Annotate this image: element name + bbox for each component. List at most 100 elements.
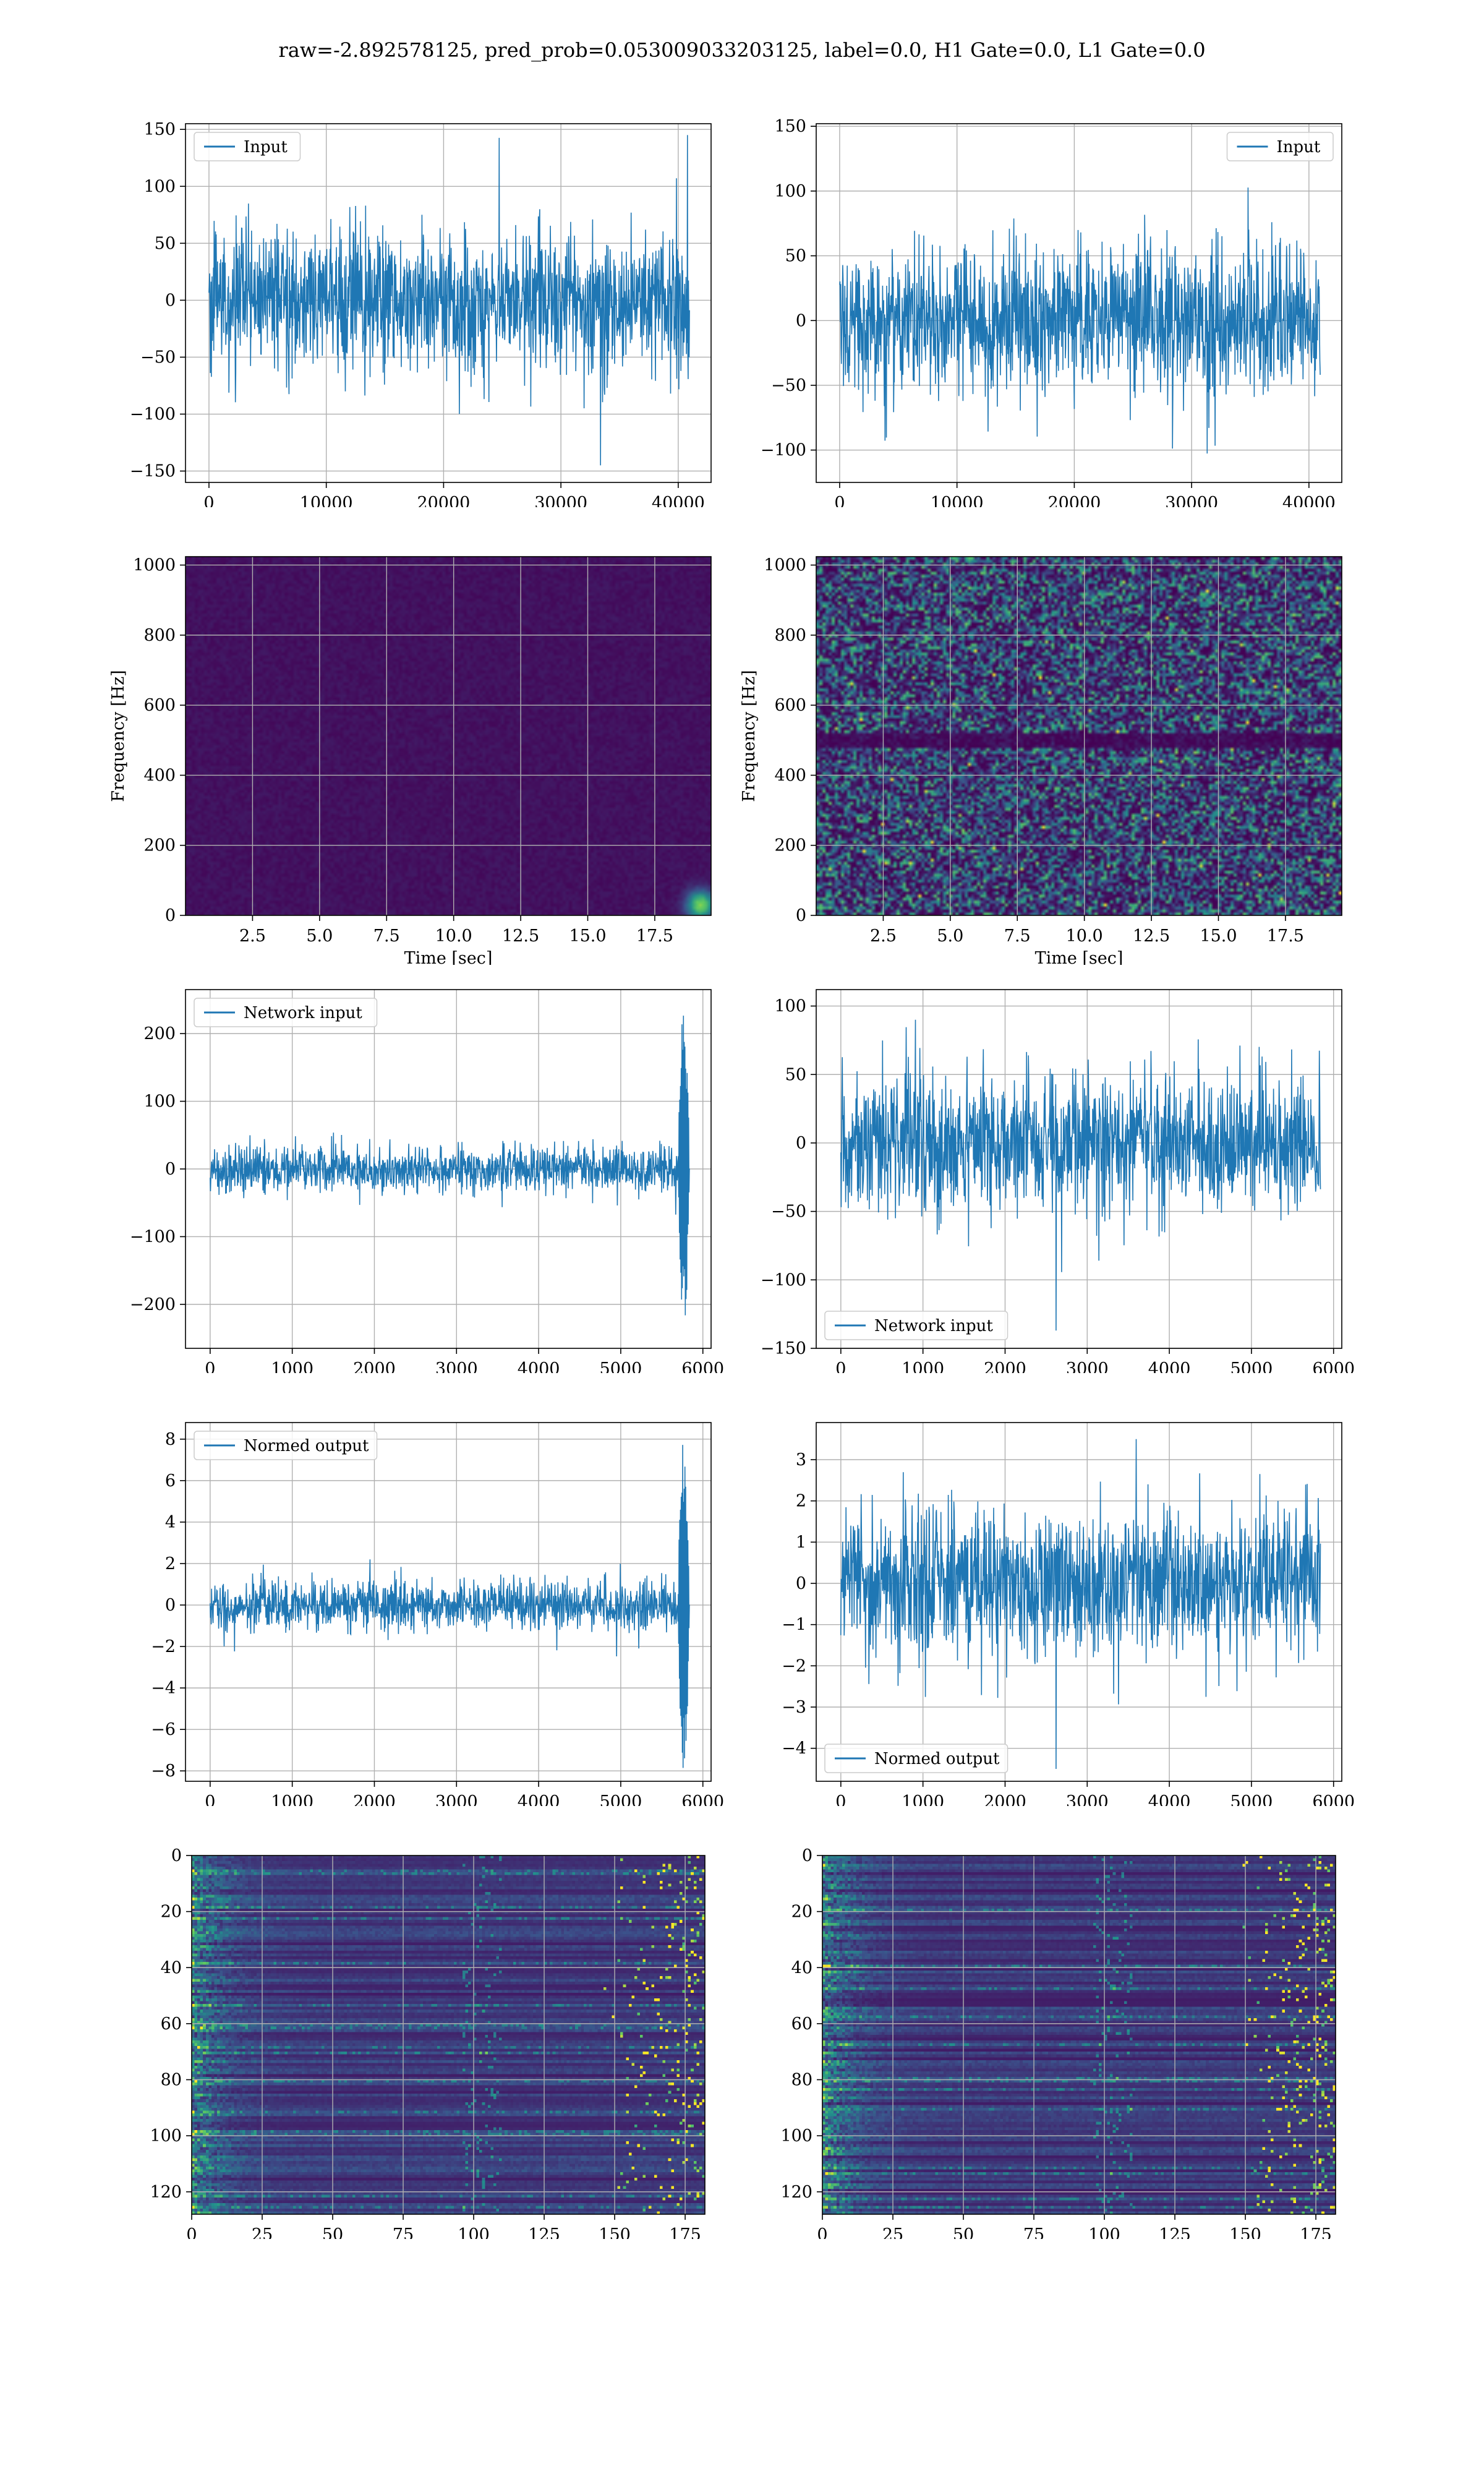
normout-h1-ytick-label: 6 [165, 1471, 176, 1491]
input-l1-xtick-label: 40000 [1282, 494, 1336, 507]
spec-l1-xtick-label: 10.0 [1066, 927, 1103, 946]
input-l1-legend-label: Input [1277, 138, 1321, 156]
spec-h1-xtick-label: 10.0 [435, 927, 472, 946]
netin-h1-xtick-label: 5000 [600, 1359, 642, 1373]
spec-h1-xtick-label: 5.0 [306, 927, 333, 946]
netin-h1-legend: Network input [194, 998, 378, 1027]
spec-h1-ylabel: Frequency [Hz] [109, 670, 128, 802]
network-input-l1-panel: 0 1000 2000 3000 4000 5000 6000 −150 −100 −50 0 50 1… [761, 989, 1355, 1373]
spec-l1-xtick-label: 15.0 [1200, 927, 1237, 946]
feat-h1-ytick-label: 20 [161, 1903, 182, 1922]
spec-l1-ytick-label: 800 [774, 626, 806, 645]
netin-h1-series-line [210, 1016, 690, 1316]
normout-l1-xtick-label: 2000 [984, 1792, 1026, 1806]
spec-h1-axes-frame [185, 556, 712, 916]
netin-l1-ytick-label: −100 [761, 1270, 806, 1290]
feat-l1-ytick-label: 100 [780, 2126, 812, 2146]
normout-h1-xtick-label: 2000 [353, 1792, 396, 1806]
normout-l1-ytick-label: 3 [796, 1450, 806, 1470]
feat-l1-ytick-label: 120 [780, 2183, 812, 2202]
normout-l1-ytick-label: 2 [796, 1492, 806, 1511]
input-h1-panel: 0 10000 20000 30000 40000 −150 −100 −50 0 50 100 15… [130, 120, 712, 507]
normout-h1-xtick-label: 6000 [681, 1792, 724, 1806]
netin-l1-xtick-label: 0 [835, 1359, 846, 1373]
input-h1-xtick-label: 0 [203, 494, 214, 507]
feature-map-h1-panel: 0 25 50 75 100 125 150 175 0 20 40 60 80 100 120 [150, 1846, 706, 2239]
netin-l1-series-line [840, 1019, 1321, 1331]
input-l1-ytick-label: 50 [785, 247, 806, 266]
feat-l1-ytick-label: 60 [791, 2014, 812, 2034]
normed-output-h1-panel: 0 1000 2000 3000 4000 5000 6000 −8 −6 −4 −2 0 2 4 6 8 No… [151, 1422, 724, 1806]
netin-h1-xtick-label: 1000 [271, 1359, 313, 1373]
feat-l1-xtick-label: 100 [1088, 2225, 1120, 2239]
spectrogram-l1-panel: 2.5 5.0 7.5 10.0 12.5 15.0 17.5 0 200 400 600 800 10… [740, 556, 1342, 965]
feat-l1-xtick-label: 50 [953, 2225, 974, 2239]
feat-h1-xtick-label: 175 [669, 2225, 701, 2239]
figure-suptitle: raw=-2.892578125, pred_prob=0.0530090332… [278, 38, 1206, 62]
feat-l1-xtick-label: 150 [1229, 2225, 1261, 2239]
input-h1-ytick-label: −150 [130, 462, 176, 481]
feat-h1-ytick-label: 40 [161, 1958, 182, 1977]
netin-h1-ytick-label: 200 [143, 1024, 176, 1043]
input-h1-legend: Input [194, 132, 301, 161]
spec-l1-ytick-label: 200 [774, 836, 806, 855]
normout-h1-xtick-label: 1000 [271, 1792, 313, 1806]
spec-h1-ytick-label: 600 [143, 696, 176, 715]
spec-h1-ytick-label: 400 [143, 766, 176, 785]
network-input-h1-panel: 0 1000 2000 3000 4000 5000 6000 −200 −100 0 100 200… [130, 989, 724, 1373]
input-h1-series-line [208, 135, 690, 466]
input-l1-series-line [839, 187, 1321, 454]
normout-h1-legend-box [194, 1431, 378, 1460]
feat-h1-xtick-label: 75 [393, 2225, 414, 2239]
input-h1-xtick-label: 10000 [300, 494, 353, 507]
spec-h1-heatmap-image [186, 557, 711, 915]
netin-l1-legend-label: Network input [874, 1317, 993, 1335]
normout-l1-ytick-label: −2 [782, 1656, 806, 1676]
normout-l1-xtick-label: 5000 [1230, 1792, 1273, 1806]
feat-h1-ytick-label: 0 [171, 1846, 182, 1865]
input-h1-axes-frame [185, 123, 712, 483]
spec-l1-xlabel: Time [sec] [1035, 949, 1124, 965]
normed-output-l1-panel: 0 1000 2000 3000 4000 5000 6000 −4 −3 −2 −1 0 1 2 3 Nor… [782, 1422, 1355, 1806]
netin-h1-xtick-label: 4000 [518, 1359, 560, 1373]
normout-l1-legend: Normed output [824, 1744, 1009, 1773]
normout-h1-ytick-label: 4 [165, 1513, 176, 1532]
spec-l1-heatmap-image [816, 557, 1342, 915]
spec-h1-xtick-label: 12.5 [502, 927, 539, 946]
input-l1-ytick-label: 100 [774, 182, 806, 201]
feat-l1-ytick-label: 0 [802, 1846, 812, 1865]
spec-l1-xtick-label: 17.5 [1267, 927, 1304, 946]
spec-h1-xtick-label: 7.5 [373, 927, 400, 946]
normout-l1-legend-label: Normed output [874, 1750, 1000, 1768]
normout-l1-ytick-label: −1 [782, 1616, 806, 1635]
netin-l1-ytick-label: −50 [771, 1202, 806, 1222]
normout-h1-ytick-label: −4 [151, 1679, 176, 1698]
netin-l1-xtick-label: 1000 [902, 1359, 944, 1373]
netin-h1-xtick-label: 3000 [435, 1359, 478, 1373]
normout-h1-xtick-label: 0 [205, 1792, 215, 1806]
netin-h1-axes-frame [185, 989, 712, 1349]
spec-l1-ytick-label: 1000 [764, 556, 806, 575]
input-h1-ytick-label: 50 [155, 234, 176, 253]
input-h1-legend-box [194, 132, 301, 161]
input-l1-legend-box [1226, 132, 1334, 161]
input-l1-ytick-label: 0 [796, 311, 806, 330]
feat-h1-xtick-label: 100 [458, 2225, 490, 2239]
normout-l1-axes-frame [816, 1422, 1342, 1782]
spec-l1-axes-frame [816, 556, 1342, 916]
feat-l1-heatmap-image [822, 1856, 1336, 2214]
normout-h1-ytick-label: −6 [151, 1720, 176, 1739]
normout-h1-ytick-label: 2 [165, 1554, 176, 1573]
normout-h1-legend: Normed output [194, 1431, 378, 1460]
normout-h1-series-line [210, 1445, 690, 1768]
spec-l1-ytick-label: 400 [774, 766, 806, 785]
netin-h1-ytick-label: −100 [130, 1227, 176, 1246]
input-h1-ytick-label: 150 [143, 120, 176, 139]
normout-h1-ytick-label: 0 [165, 1596, 176, 1615]
netin-l1-xtick-label: 2000 [984, 1359, 1026, 1373]
input-l1-panel: 0 10000 20000 30000 40000 −100 −50 0 50 100 150 Inp… [761, 117, 1342, 507]
netin-l1-xtick-label: 6000 [1312, 1359, 1355, 1373]
spec-h1-ytick-label: 200 [143, 836, 176, 855]
netin-h1-legend-label: Network input [244, 1004, 362, 1022]
normout-h1-xtick-label: 5000 [600, 1792, 642, 1806]
